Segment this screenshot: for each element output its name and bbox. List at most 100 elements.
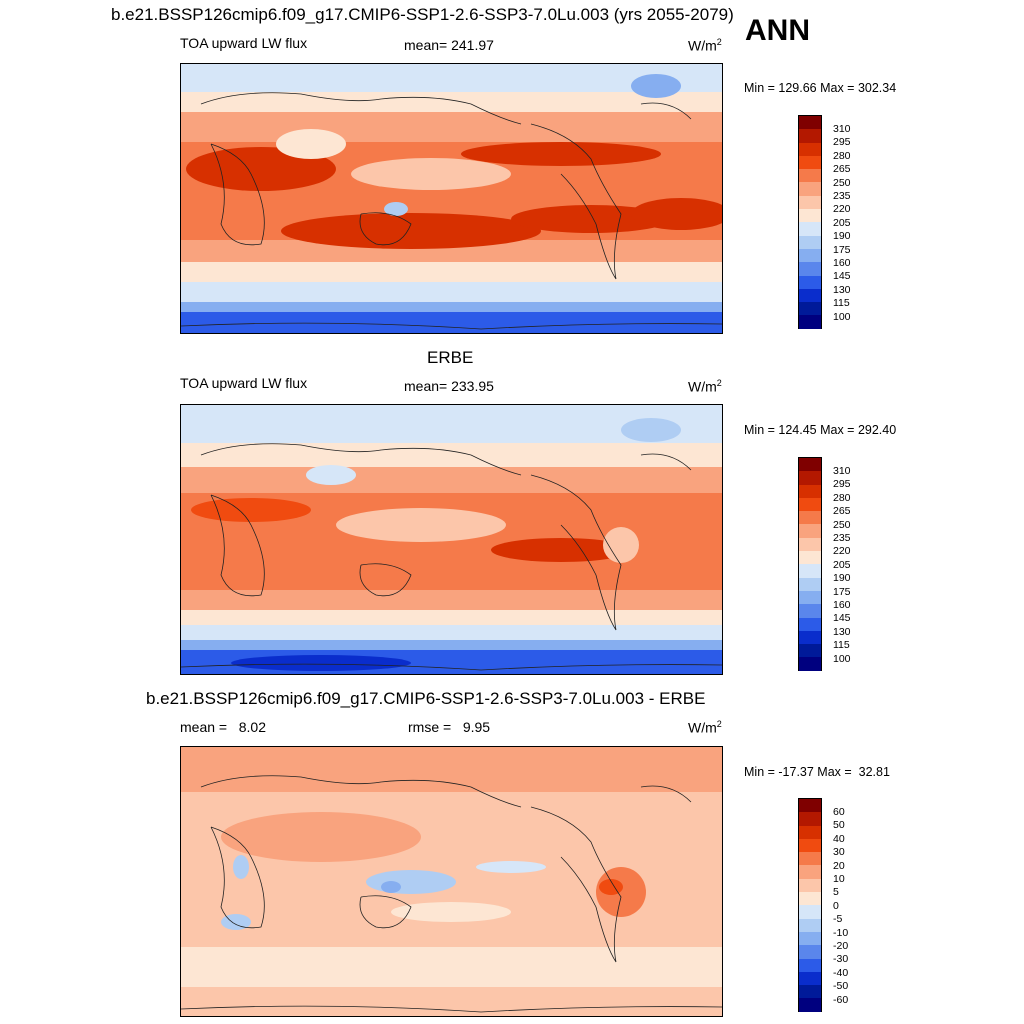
colorbar-swatch xyxy=(799,892,821,906)
panel-obs-title: ERBE xyxy=(427,348,474,367)
panel-obs-minmax: Min = 124.45 Max = 292.40 xyxy=(744,423,897,437)
colorbar-tick-label: -10 xyxy=(833,926,849,939)
main-title: b.e21.BSSP126cmip6.f09_g17.CMIP6-SSP1-2.… xyxy=(111,5,734,24)
panel-diff-rmse: rmse = 9.95 xyxy=(408,719,491,735)
panel-model-units: W/m2 xyxy=(688,37,722,54)
panel-model-variable: TOA upward LW flux xyxy=(180,35,308,51)
colorbar-swatch xyxy=(799,971,821,986)
colorbar-tick-label: 295 xyxy=(833,478,851,491)
colorbar-swatch xyxy=(799,209,821,223)
colorbar-tick-label: 220 xyxy=(833,545,851,558)
colorbar-tick-label: 310 xyxy=(833,123,851,135)
panel-obs-colorbar xyxy=(798,457,822,671)
colorbar-swatch xyxy=(799,302,821,316)
panel-diff-map xyxy=(180,746,723,1017)
colorbar-tick-label: 10 xyxy=(833,873,845,885)
panel-diff-colorbar xyxy=(798,798,822,1012)
colorbar-swatch xyxy=(799,644,821,658)
season-label: ANN xyxy=(745,14,810,47)
colorbar-swatch xyxy=(799,878,821,893)
colorbar-swatch xyxy=(799,945,821,959)
colorbar-swatch xyxy=(799,142,821,156)
colorbar-tick-label: 310 xyxy=(833,465,851,477)
colorbar-swatch xyxy=(799,484,821,498)
panel-obs-units: W/m2 xyxy=(688,378,722,395)
panel-diff-title: b.e21.BSSP126cmip6.f09_g17.CMIP6-SSP1-2.… xyxy=(146,689,706,708)
colorbar-swatch xyxy=(799,958,821,972)
colorbar-tick-label: 40 xyxy=(833,832,845,845)
colorbar-tick-label: -40 xyxy=(833,966,849,979)
colorbar-swatch xyxy=(799,275,821,289)
colorbar-tick-label: 250 xyxy=(833,176,851,189)
colorbar-tick-label: 220 xyxy=(833,203,851,216)
colorbar-swatch xyxy=(799,630,821,645)
colorbar-swatch xyxy=(799,497,821,512)
colorbar-swatch xyxy=(799,116,821,130)
colorbar-tick-label: 130 xyxy=(833,625,851,638)
colorbar-swatch xyxy=(799,182,821,196)
colorbar-tick-label: 60 xyxy=(833,806,845,818)
colorbar-tick-label: 115 xyxy=(833,297,850,310)
colorbar-tick-label: 295 xyxy=(833,136,851,149)
colorbar-tick-label: 280 xyxy=(833,491,851,504)
colorbar-swatch xyxy=(799,248,821,263)
colorbar-tick-label: 145 xyxy=(833,270,851,283)
colorbar-swatch xyxy=(799,604,821,618)
colorbar-swatch xyxy=(799,865,821,879)
colorbar-tick-label: 130 xyxy=(833,283,851,296)
colorbar-tick-label: 20 xyxy=(833,859,845,872)
colorbar-tick-label: 50 xyxy=(833,819,845,832)
panel-obs-variable: TOA upward LW flux xyxy=(180,375,308,391)
colorbar-swatch xyxy=(799,918,821,932)
colorbar-swatch xyxy=(799,537,821,552)
colorbar-tick-label: 190 xyxy=(833,572,851,585)
panel-model-colorbar xyxy=(798,115,822,329)
colorbar-tick-label: 145 xyxy=(833,612,851,625)
colorbar-swatch xyxy=(799,471,821,485)
colorbar-tick-label: 250 xyxy=(833,518,851,531)
colorbar-swatch xyxy=(799,617,821,631)
colorbar-tick-label: 175 xyxy=(833,243,851,256)
colorbar-swatch xyxy=(799,551,821,565)
colorbar-swatch xyxy=(799,262,821,276)
colorbar-swatch xyxy=(799,590,821,605)
colorbar-tick-label: -5 xyxy=(833,913,843,926)
colorbar-tick-label: 235 xyxy=(833,190,851,202)
colorbar-swatch xyxy=(799,155,821,170)
colorbar-swatch xyxy=(799,129,821,143)
colorbar-swatch xyxy=(799,169,821,183)
colorbar-tick-label: -50 xyxy=(833,980,849,993)
colorbar-tick-label: 265 xyxy=(833,163,851,176)
panel-diff-mean: mean = 8.02 xyxy=(180,719,267,735)
colorbar-swatch xyxy=(799,985,821,999)
colorbar-tick-label: 235 xyxy=(833,532,851,544)
colorbar-tick-label: 160 xyxy=(833,599,851,611)
colorbar-swatch xyxy=(799,931,821,946)
colorbar-tick-label: 5 xyxy=(833,886,839,899)
colorbar-swatch xyxy=(799,812,821,826)
colorbar-swatch xyxy=(799,524,821,538)
colorbar-swatch xyxy=(799,315,821,329)
colorbar-swatch xyxy=(799,222,821,236)
colorbar-tick-label: 190 xyxy=(833,230,851,243)
colorbar-tick-label: 205 xyxy=(833,558,851,571)
colorbar-swatch xyxy=(799,577,821,591)
panel-obs-mean: mean= 233.95 xyxy=(404,378,494,394)
colorbar-swatch xyxy=(799,657,821,671)
colorbar-swatch xyxy=(799,852,821,866)
colorbar-swatch xyxy=(799,799,821,813)
colorbar-swatch xyxy=(799,235,821,249)
colorbar-swatch xyxy=(799,905,821,919)
colorbar-tick-label: 160 xyxy=(833,257,851,269)
colorbar-tick-label: -30 xyxy=(833,953,849,966)
colorbar-swatch xyxy=(799,458,821,472)
colorbar-tick-label: 100 xyxy=(833,310,851,323)
colorbar-tick-label: 30 xyxy=(833,846,845,859)
colorbar-tick-label: 100 xyxy=(833,652,851,665)
colorbar-tick-label: -60 xyxy=(833,993,849,1006)
colorbar-tick-label: 265 xyxy=(833,505,851,518)
panel-model-map xyxy=(180,63,723,334)
colorbar-tick-label: 175 xyxy=(833,585,851,598)
colorbar-swatch xyxy=(799,825,821,839)
colorbar-swatch xyxy=(799,511,821,525)
